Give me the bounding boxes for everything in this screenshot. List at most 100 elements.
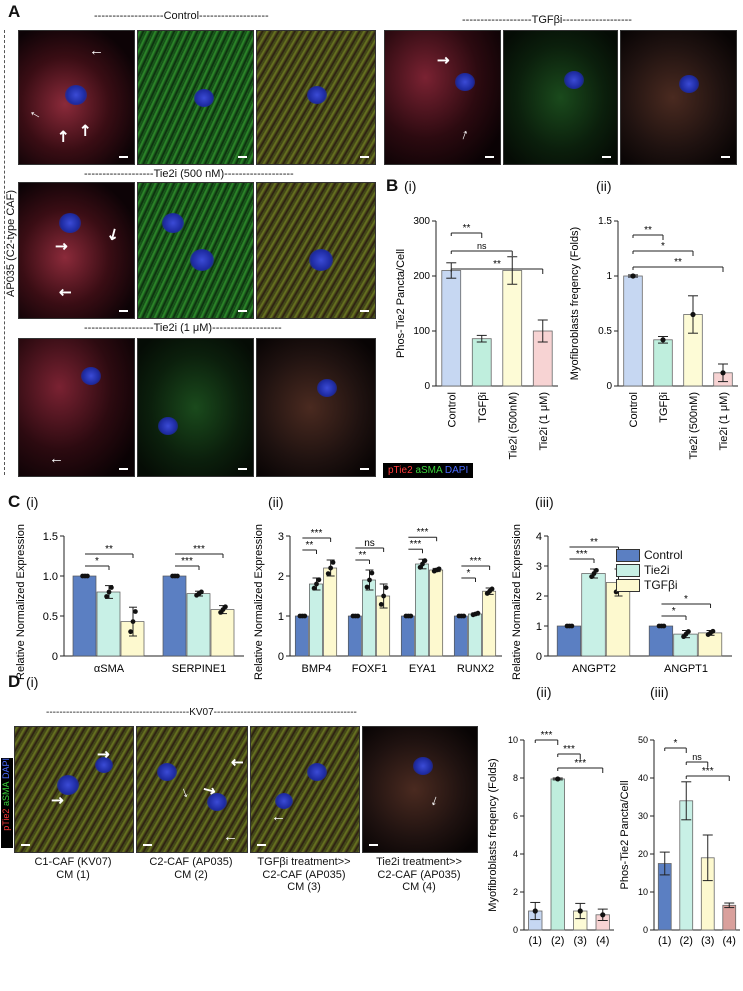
bar (468, 613, 482, 657)
panel-b-i-label: (i) (404, 178, 417, 194)
legend-tgfbi: TGFβi (616, 578, 683, 593)
cm2-caption: C2-CAF (AP035) CM (2) (149, 856, 233, 881)
kv07-heading: ----------------------------------------… (46, 707, 357, 718)
y-tick-label: 0.5 (43, 611, 58, 623)
y-tick-label: 3 (278, 531, 284, 543)
significance-label: *** (574, 758, 586, 769)
data-point (710, 628, 716, 634)
panel-d-letter: D (8, 672, 21, 691)
panel-c-ii-label: (ii) (268, 494, 284, 510)
y-tick-label: 0 (606, 381, 612, 392)
y-tick-label: 0 (278, 651, 284, 663)
bar (72, 575, 97, 657)
bar (581, 573, 606, 657)
significance-label: ns (692, 752, 702, 762)
x-tick-label: ANGPT1 (664, 663, 708, 675)
data-point (130, 619, 136, 624)
x-tick-label: (4) (596, 935, 609, 947)
significance-label: *** (470, 556, 482, 567)
data-point (422, 558, 428, 564)
data-point (381, 593, 387, 599)
significance-label: ** (105, 544, 113, 555)
tgfbi-heading: -------------------TGFβi----------------… (462, 14, 632, 26)
x-tick-label: Tie2i (500nM) (507, 392, 519, 459)
x-tick-label: (1) (658, 935, 671, 947)
data-point (686, 629, 691, 634)
bar (697, 632, 723, 657)
panel-c-legend: Control Tie2i TGFβi (616, 548, 683, 593)
legend-control: Control (616, 548, 683, 563)
significance-label: *** (181, 556, 193, 567)
data-point (330, 560, 336, 565)
x-tick-label: BMP4 (302, 663, 332, 675)
significance-label: *** (563, 744, 575, 755)
x-tick-label: EYA1 (409, 663, 436, 675)
tie2i-1um-asma-image (137, 338, 254, 477)
control-merge-image (256, 30, 376, 165)
y-tick-label: 300 (413, 216, 430, 227)
bar (550, 778, 565, 931)
significance-label: * (661, 241, 665, 252)
significance-label: *** (417, 527, 429, 538)
x-tick-label: αSMA (94, 663, 125, 675)
panel-a-channel-legend: pTie2 aSMA DAPI (383, 463, 474, 478)
significance-label: ** (674, 257, 682, 268)
cm3-merge-image: ← (250, 726, 360, 853)
panel-c-ii-chart: 0123BMP4*****FOXF1**nsEYA1******RUNX2***… (253, 524, 502, 680)
significance-label: *** (541, 730, 553, 741)
cm2-merge-image: ↓ ↘ ↙ ← (136, 726, 248, 853)
bar (653, 339, 673, 387)
bar (471, 338, 492, 387)
cm4-merge-image: ↓ (362, 726, 478, 853)
y-tick-label: 20 (638, 849, 648, 859)
control-heading: -------------------Control--------------… (94, 10, 269, 22)
significance-label: ns (364, 538, 375, 549)
x-tick-label: TGFβi (477, 392, 489, 423)
control-asma-image (137, 30, 254, 165)
bar (623, 275, 643, 387)
y-tick-label: 2 (278, 571, 284, 583)
significance-label: *** (576, 549, 588, 560)
x-tick-label: ANGPT2 (572, 663, 616, 675)
data-point (600, 912, 606, 918)
significance-label: ** (359, 550, 367, 561)
cm1-merge-image: ↗ ↗ (14, 726, 134, 853)
x-tick-label: (3) (701, 935, 714, 947)
data-point (555, 776, 561, 782)
cm3-caption: TGFβi treatment>> C2-CAF (AP035) CM (3) (257, 856, 351, 894)
x-tick-label: (2) (680, 935, 693, 947)
bar (502, 270, 523, 387)
data-point (311, 585, 317, 591)
data-point (661, 623, 667, 629)
tie2i-500-asma-image (137, 182, 254, 319)
x-tick-label: Tie2i (1 μM) (538, 392, 550, 451)
data-point (420, 561, 425, 567)
bar (482, 590, 497, 657)
y-tick-label: 1 (278, 611, 284, 623)
bar (347, 615, 362, 657)
data-point (364, 584, 370, 590)
significance-label: * (684, 594, 688, 605)
y-tick-label: 0 (52, 651, 58, 663)
significance-label: * (674, 738, 678, 749)
x-tick-label: (2) (551, 935, 564, 947)
y-tick-label: 4 (536, 531, 542, 543)
x-tick-label: (4) (723, 935, 736, 947)
y-tick-label: 0 (513, 925, 518, 935)
significance-label: *** (702, 766, 714, 777)
y-tick-label: 4 (513, 849, 518, 859)
x-tick-label: TGFβi (658, 392, 670, 423)
y-tick-label: 0 (643, 925, 648, 935)
cm1-caption: C1-CAF (KV07) CM (1) (34, 856, 112, 881)
legend-asma: aSMA (415, 465, 443, 476)
bar (294, 615, 309, 657)
data-point (367, 577, 372, 583)
panel-d-channel-legend: pTie2 aSMA DAPI (1, 758, 13, 848)
y-tick-label: 6 (513, 811, 518, 821)
legend-tie2i: Tie2i (616, 563, 683, 578)
significance-label: ** (493, 259, 501, 270)
x-tick-label: Tie2i (500nM) (688, 392, 700, 459)
bar (648, 625, 674, 657)
y-tick-label: 8 (513, 773, 518, 783)
data-point (104, 594, 109, 599)
